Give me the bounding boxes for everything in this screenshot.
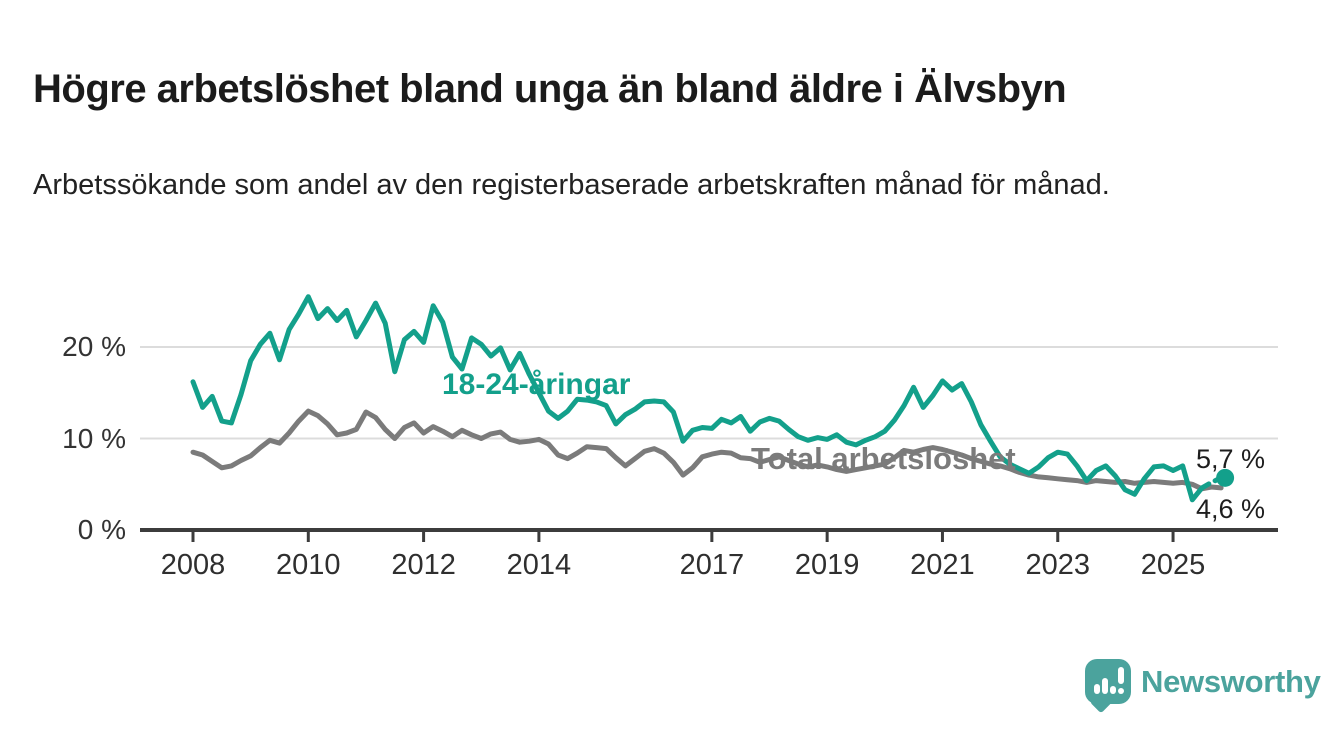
x-tick-label: 2021: [910, 549, 975, 581]
x-tick-label: 2014: [506, 549, 572, 581]
series-line-young: [190, 294, 1205, 503]
end-value-young: 5,7 %: [1196, 444, 1266, 474]
page-title: Högre arbetslöshet bland unga än bland ä…: [33, 66, 1067, 111]
x-tick-label: 2012: [391, 549, 456, 581]
x-tick-label: 2023: [1025, 549, 1090, 581]
x-tick-label: 2010: [276, 549, 341, 581]
series-end-dot: [1216, 468, 1235, 487]
x-tick-label: 2017: [679, 549, 745, 581]
newsworthy-logo[interactable]: Newsworthy: [1085, 659, 1321, 714]
x-tick-label: 2019: [794, 549, 860, 581]
x-tick-label: 2008: [160, 549, 226, 581]
chart-subtitle: Arbetssökande som andel av den registerb…: [33, 169, 1110, 201]
end-value-total: 4,6 %: [1196, 494, 1266, 524]
series-label-total: Total arbetslöshet: [751, 441, 1016, 476]
x-tick-label: 2025: [1140, 549, 1206, 581]
series-label-young: 18-24-åringar: [442, 368, 631, 401]
y-tick-label: 20 %: [62, 331, 126, 362]
newsworthy-logo-text: Newsworthy: [1141, 663, 1321, 699]
newsworthy-logo-icon: [1085, 659, 1131, 714]
y-tick-label: 0 %: [77, 514, 126, 545]
series-line-total: [190, 408, 1224, 492]
y-tick-label: 10 %: [62, 422, 126, 454]
